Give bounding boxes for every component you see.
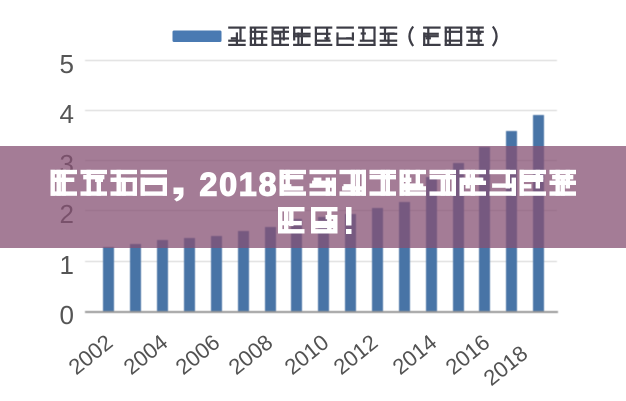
svg-text:2018: 2018: [200, 167, 279, 203]
